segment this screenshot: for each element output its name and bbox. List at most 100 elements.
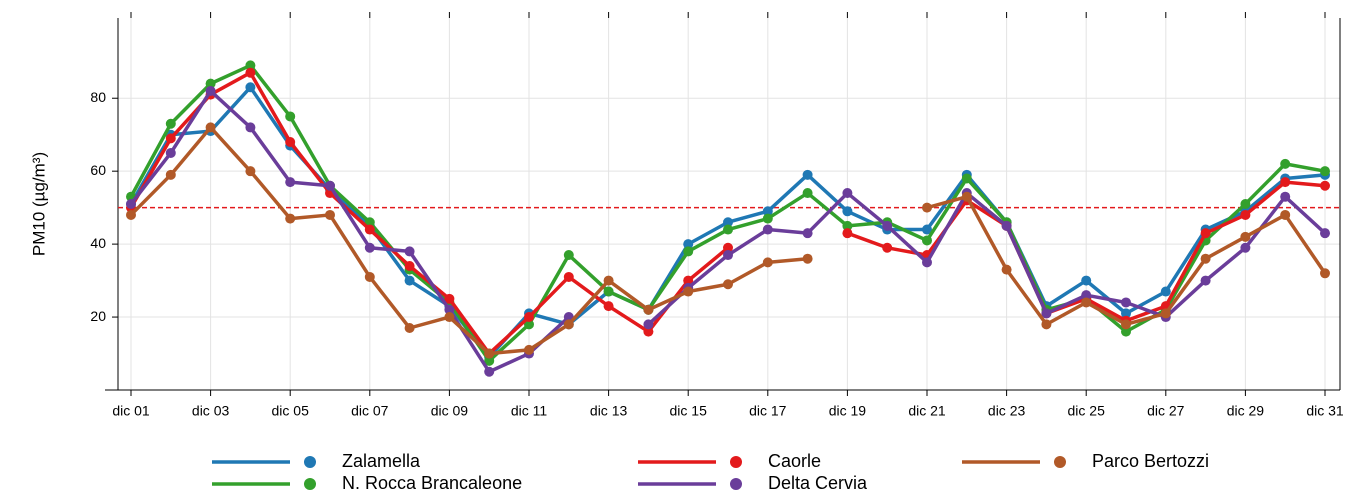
data-point [563, 250, 574, 261]
data-point [961, 173, 972, 184]
data-point [723, 217, 733, 228]
data-point [205, 78, 216, 89]
data-point [603, 286, 614, 297]
series-line [129, 125, 1327, 356]
data-point [165, 118, 176, 129]
x-tick-label: dic 21 [908, 403, 946, 419]
legend-dot [730, 456, 742, 468]
x-tick-label: dic 05 [272, 403, 310, 419]
data-point [563, 271, 574, 282]
x-tick-label: dic 07 [351, 403, 389, 419]
data-point [1320, 228, 1330, 239]
legend-item: N. Rocca Brancaleone [212, 473, 522, 490]
legend-item: Zalamella [212, 451, 421, 471]
data-point [603, 275, 614, 286]
legend-item: Parco Bertozzi [962, 451, 1209, 471]
data-point [245, 82, 256, 93]
data-point [165, 147, 176, 158]
y-axis-label: PM10 (µg/m³) [29, 152, 48, 256]
data-point [1001, 264, 1012, 275]
data-point [1200, 253, 1211, 264]
data-point [1081, 275, 1092, 286]
data-point [1121, 297, 1131, 308]
data-point [1121, 308, 1131, 319]
legend-label: Zalamella [342, 451, 421, 471]
x-tick-label: dic 09 [431, 403, 469, 419]
data-point [922, 224, 932, 235]
data-point [603, 301, 614, 312]
data-point [723, 279, 733, 290]
data-point [842, 220, 853, 231]
data-point [842, 188, 853, 199]
legend-dot [730, 478, 742, 490]
data-point [1160, 308, 1171, 319]
data-point [1160, 286, 1171, 297]
legend-dot [304, 478, 316, 490]
data-point [683, 275, 694, 286]
data-point [484, 348, 495, 359]
data-point [842, 228, 853, 239]
y-tick-label: 80 [90, 89, 106, 105]
data-point [245, 60, 256, 71]
data-point [1280, 177, 1291, 188]
data-point [524, 344, 534, 355]
data-point [922, 202, 932, 213]
data-point [245, 166, 256, 177]
data-point [1320, 268, 1330, 279]
data-point [285, 111, 296, 122]
data-point [325, 180, 335, 191]
x-tick-label: dic 27 [1147, 403, 1185, 419]
data-point [444, 312, 455, 323]
x-tick-label: dic 19 [829, 403, 867, 419]
data-point [364, 242, 375, 253]
x-tick-label: dic 03 [192, 403, 230, 419]
legend-label: Parco Bertozzi [1092, 451, 1209, 471]
data-point [643, 319, 654, 330]
data-point [762, 206, 773, 217]
x-tick-label: dic 01 [112, 403, 150, 419]
x-tick-label: dic 15 [670, 403, 708, 419]
data-point [643, 326, 654, 337]
data-point [1240, 209, 1251, 220]
data-point [285, 177, 296, 188]
data-point [1200, 228, 1211, 239]
data-point [723, 224, 733, 235]
data-point [285, 213, 296, 224]
data-point [524, 319, 534, 330]
data-point [1320, 180, 1330, 191]
data-point [364, 217, 375, 228]
data-point [723, 242, 733, 253]
data-point [1240, 242, 1251, 253]
data-point [404, 323, 415, 333]
data-point [762, 213, 773, 224]
data-point [683, 246, 694, 257]
x-tick-label: dic 25 [1068, 403, 1106, 419]
data-point [1121, 326, 1131, 337]
legend-label: N. Rocca Brancaleone [342, 473, 522, 490]
data-point [802, 188, 813, 199]
data-point [444, 293, 455, 304]
data-point [882, 242, 893, 253]
legend-item: Caorle [638, 451, 821, 471]
data-point [1320, 166, 1330, 177]
data-point [762, 257, 773, 268]
y-tick-label: 20 [90, 308, 106, 324]
legend-dot [1054, 456, 1066, 468]
data-point [1081, 297, 1092, 308]
data-point [404, 261, 415, 271]
series-line [129, 63, 1326, 363]
data-point [1240, 199, 1251, 209]
data-point [842, 206, 853, 217]
data-point [364, 224, 375, 235]
data-point [364, 271, 375, 282]
series-line [129, 89, 1327, 374]
legend-dot [304, 456, 316, 468]
data-point [285, 137, 296, 147]
data-point [922, 235, 932, 246]
data-point [1280, 158, 1291, 169]
x-tick-label: dic 13 [590, 403, 628, 419]
x-tick-label: dic 17 [749, 403, 787, 419]
data-point [563, 319, 574, 330]
data-point [1001, 220, 1012, 231]
